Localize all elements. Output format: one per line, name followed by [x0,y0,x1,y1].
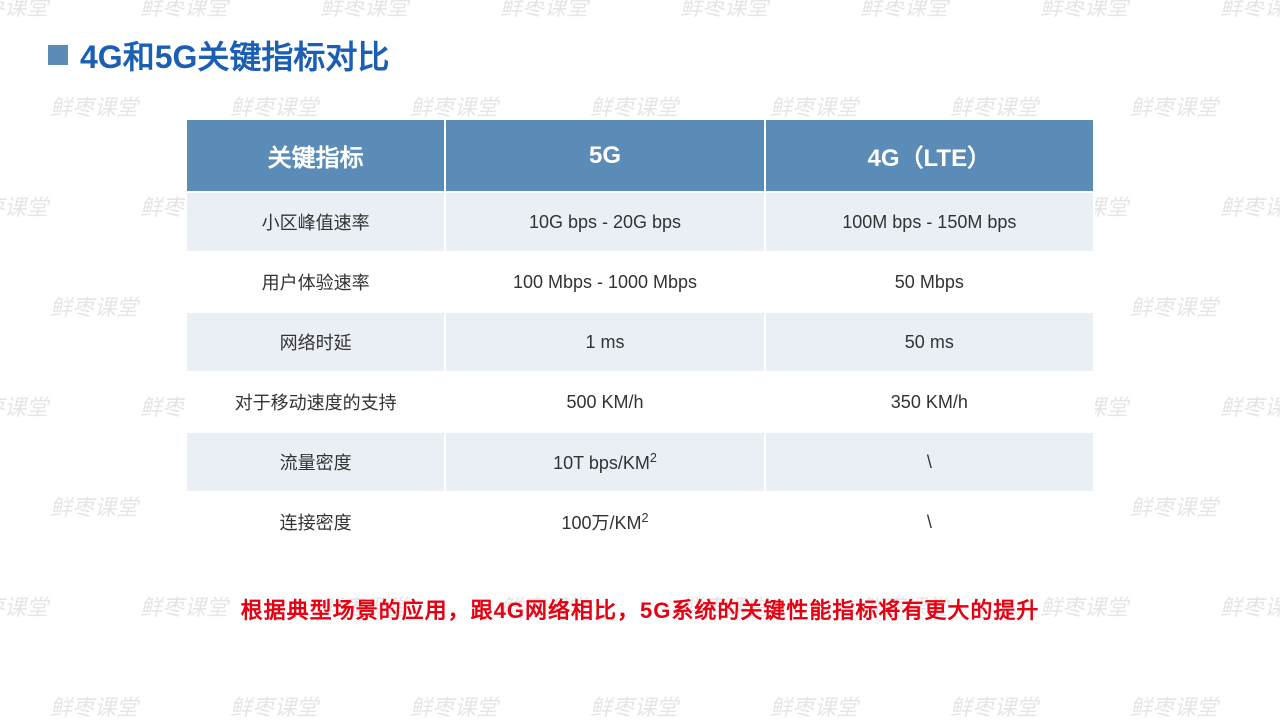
table-cell: 小区峰值速率 [186,192,445,252]
slide-content: 4G和5G关键指标对比 关键指标 5G 4G（LTE） 小区峰值速率10G bp… [0,0,1280,720]
title-bullet-icon [48,45,68,65]
table-cell: 50 ms [765,312,1094,372]
table-cell: 10G bps - 20G bps [445,192,764,252]
table-cell: 350 KM/h [765,372,1094,432]
footer-summary: 根据典型场景的应用，跟4G网络相比，5G系统的关键性能指标将有更大的提升 [48,593,1232,625]
table-cell: 100M bps - 150M bps [765,192,1094,252]
table-row: 用户体验速率100 Mbps - 1000 Mbps50 Mbps [186,252,1094,312]
table-cell: 用户体验速率 [186,252,445,312]
table-header-4g: 4G（LTE） [765,119,1094,192]
table-container: 关键指标 5G 4G（LTE） 小区峰值速率10G bps - 20G bps1… [48,118,1232,553]
table-header-5g: 5G [445,119,764,192]
table-row: 连接密度100万/KM2\ [186,492,1094,552]
table-header-row: 关键指标 5G 4G（LTE） [186,119,1094,192]
table-cell: 1 ms [445,312,764,372]
table-cell: 500 KM/h [445,372,764,432]
slide-title: 4G和5G关键指标对比 [80,32,389,78]
table-cell: 连接密度 [186,492,445,552]
table-cell: 100 Mbps - 1000 Mbps [445,252,764,312]
table-cell: 对于移动速度的支持 [186,372,445,432]
table-row: 网络时延1 ms50 ms [186,312,1094,372]
table-cell: 50 Mbps [765,252,1094,312]
table-row: 对于移动速度的支持500 KM/h350 KM/h [186,372,1094,432]
table-cell: \ [765,432,1094,492]
table-cell: 100万/KM2 [445,492,764,552]
table-header-metric: 关键指标 [186,119,445,192]
table-cell: 网络时延 [186,312,445,372]
table-cell: \ [765,492,1094,552]
title-row: 4G和5G关键指标对比 [48,32,1232,78]
table-cell: 10T bps/KM2 [445,432,764,492]
table-cell: 流量密度 [186,432,445,492]
table-body: 小区峰值速率10G bps - 20G bps100M bps - 150M b… [186,192,1094,552]
table-row: 流量密度10T bps/KM2\ [186,432,1094,492]
comparison-table: 关键指标 5G 4G（LTE） 小区峰值速率10G bps - 20G bps1… [185,118,1095,553]
table-row: 小区峰值速率10G bps - 20G bps100M bps - 150M b… [186,192,1094,252]
